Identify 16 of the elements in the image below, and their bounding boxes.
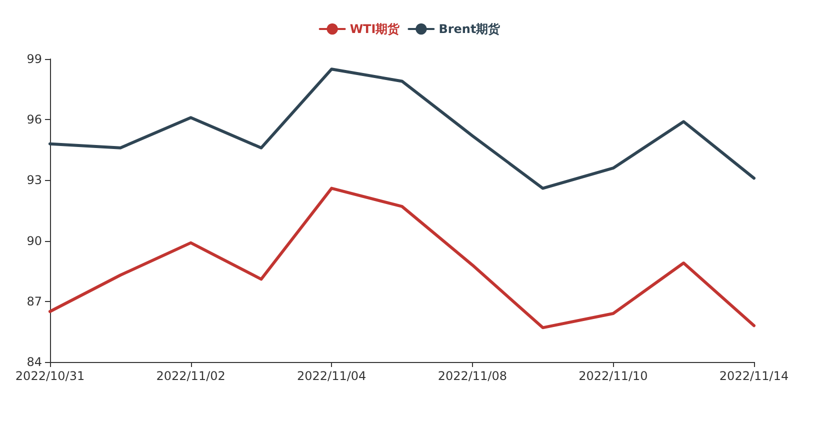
y-tick-label: 87 bbox=[26, 294, 42, 308]
x-tick-label: 2022/11/14 bbox=[719, 369, 789, 383]
x-tick-label: 2022/11/10 bbox=[578, 369, 648, 383]
line-series bbox=[48, 68, 756, 190]
line-series bbox=[48, 186, 756, 330]
y-tick-label: 93 bbox=[26, 173, 42, 188]
y-tick-label: 90 bbox=[26, 234, 42, 248]
legend-label: WTI期货 bbox=[350, 22, 401, 36]
y-tick-label: 96 bbox=[26, 112, 42, 127]
legend-label: Brent期货 bbox=[438, 22, 502, 36]
x-tick-label: 2022/11/04 bbox=[297, 369, 366, 383]
y-tick-label: 84 bbox=[26, 355, 42, 369]
x-tick-label: 2022/10/31 bbox=[15, 369, 85, 383]
x-tick-label: 2022/11/08 bbox=[438, 369, 507, 383]
y-tick-label: 99 bbox=[26, 52, 42, 66]
x-tick-label: 2022/11/02 bbox=[156, 369, 226, 383]
